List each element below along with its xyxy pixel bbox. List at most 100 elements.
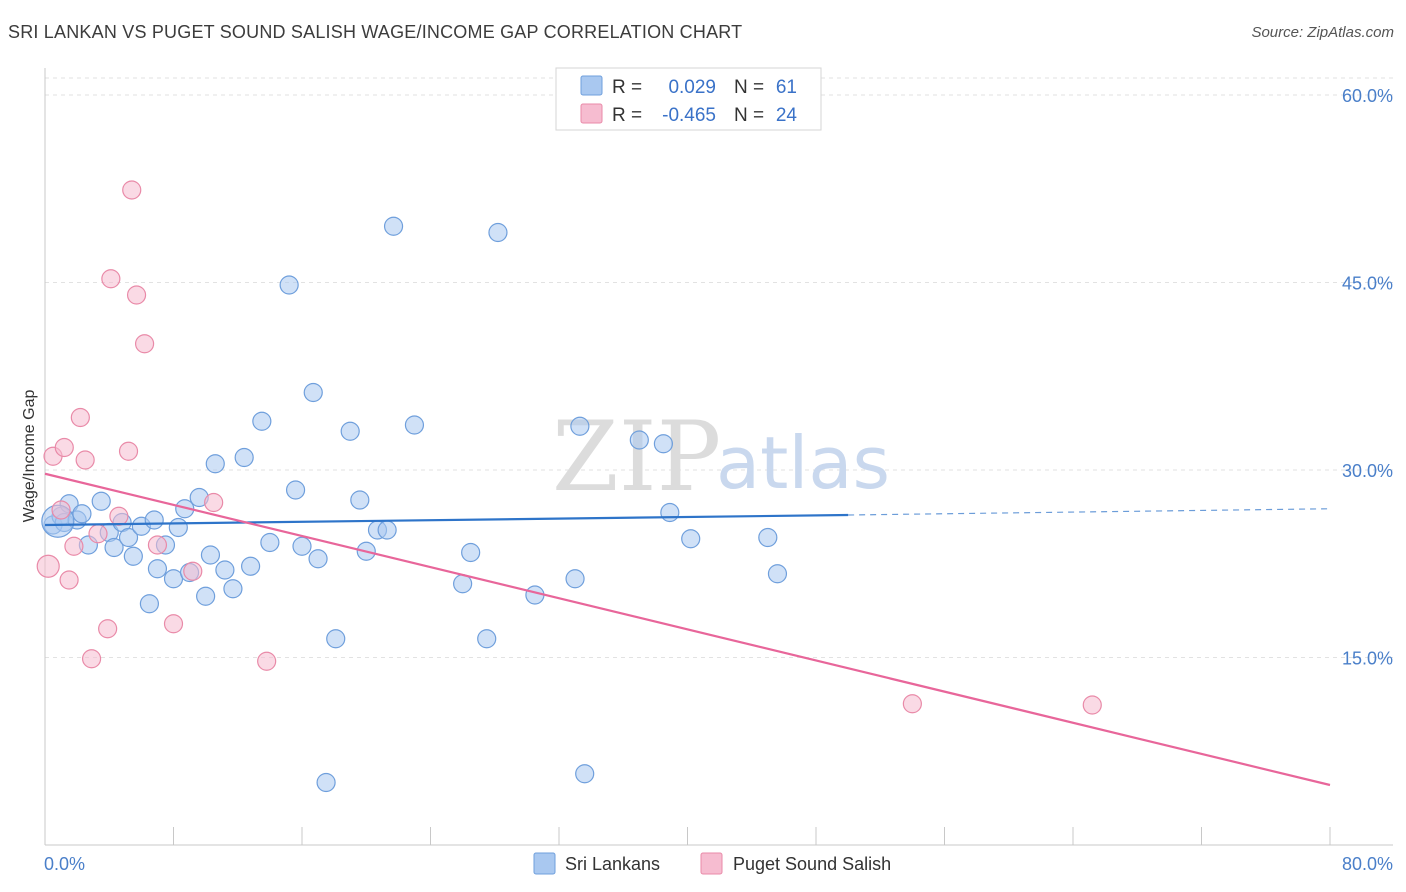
puget-sound-salish-point <box>126 285 147 305</box>
puget-sound-salish-point <box>1082 695 1102 715</box>
bottom-legend-label: Sri Lankans <box>565 854 660 874</box>
sri-lankans-point <box>767 564 788 584</box>
sri-lankans-point <box>758 527 778 548</box>
puget-sound-salish-point <box>122 180 142 200</box>
sri-lankans-point <box>91 491 111 511</box>
bottom-legend-swatch-sri-lankans <box>533 852 556 875</box>
legend-r-label: R = <box>612 105 642 126</box>
sri-lankans-trend-line <box>44 513 849 527</box>
legend-swatch-puget-sound-salish <box>580 103 603 124</box>
trend-lines <box>44 472 1331 787</box>
legend-swatch-sri-lankans <box>580 75 603 96</box>
sri-lankans-point <box>303 382 323 403</box>
sri-lankans-point <box>570 416 590 436</box>
sri-lankans-point <box>104 537 124 558</box>
sri-lankans-point <box>308 549 328 569</box>
data-points <box>36 180 1102 793</box>
puget-sound-salish-point <box>183 561 203 581</box>
sri-lankans-point <box>285 480 306 500</box>
sri-lankans-point <box>461 542 481 563</box>
sri-lankans-point <box>350 490 370 510</box>
puget-sound-salish-point <box>163 614 184 634</box>
sri-lankans-point <box>326 629 346 649</box>
bottom-legend-swatch-puget-sound-salish <box>700 852 723 875</box>
sri-lankans-point <box>147 559 168 579</box>
legend-n-label: N = <box>734 105 764 126</box>
sri-lankans-point <box>215 560 235 580</box>
y-tick-label: 15.0% <box>1342 649 1393 669</box>
sri-lankans-point <box>477 629 497 649</box>
puget-sound-salish-point <box>75 450 95 470</box>
sri-lankans-point <box>234 447 254 468</box>
puget-sound-salish-point <box>257 651 277 671</box>
sri-lankans-point <box>292 536 312 556</box>
watermark: ZIP atlas <box>552 401 890 513</box>
sri-lankans-point <box>205 454 225 474</box>
sri-lankans-point <box>260 532 280 553</box>
sri-lankans-point <box>118 527 139 548</box>
puget-sound-salish-point <box>88 524 108 544</box>
legend-r-value: 0.029 <box>668 77 716 98</box>
sri-lankans-point <box>340 421 360 441</box>
sri-lankans-point <box>168 517 188 538</box>
sri-lankans-point <box>223 579 243 599</box>
sri-lankans-point <box>377 520 397 540</box>
sri-lankans-point <box>279 275 299 295</box>
sri-lankans-point <box>241 556 261 576</box>
sri-lankans-point <box>681 529 701 549</box>
sri-lankans-point <box>163 569 184 589</box>
sri-lankans-trend-extension <box>848 508 1331 516</box>
sri-lankans-point <box>404 415 425 435</box>
sri-lankans-point <box>660 502 680 523</box>
legend-n-label: N = <box>734 77 764 98</box>
y-axis-label: Wage/Income Gap <box>21 390 38 523</box>
y-tick-label: 60.0% <box>1342 86 1393 106</box>
puget-sound-salish-point <box>902 694 922 714</box>
puget-sound-salish-point <box>101 269 121 289</box>
bottom-legend-label: Puget Sound Salish <box>733 854 891 874</box>
x-tick-label: 0.0% <box>44 854 85 874</box>
sri-lankans-point <box>72 504 92 524</box>
source-credit: Source: ZipAtlas.com <box>1251 24 1394 41</box>
sri-lankans-point <box>383 216 404 236</box>
legend-n-value: 61 <box>776 77 797 98</box>
puget-sound-salish-point <box>204 492 224 513</box>
x-tick-label: 80.0% <box>1342 854 1393 874</box>
y-tick-label: 45.0% <box>1342 274 1393 294</box>
sri-lankans-point <box>316 772 336 793</box>
sri-lankans-point <box>196 586 216 606</box>
sri-lankans-point <box>252 411 272 431</box>
bottom-legend: Sri Lankans Puget Sound Salish <box>533 852 891 875</box>
puget-sound-salish-point <box>109 506 129 526</box>
sri-lankans-point <box>200 545 221 565</box>
puget-sound-salish-point <box>118 441 139 461</box>
sri-lankans-point <box>488 222 508 243</box>
axis-ticks: 15.0% 30.0% 45.0% 60.0% 0.0% 80.0% <box>44 86 1393 874</box>
sri-lankans-point <box>653 434 674 454</box>
puget-sound-salish-trend-line <box>44 472 1331 787</box>
legend-r-label: R = <box>612 77 642 98</box>
y-tick-label: 30.0% <box>1342 461 1393 481</box>
sri-lankans-point <box>123 546 143 566</box>
puget-sound-salish-point <box>54 437 74 458</box>
legend-r-value: -0.465 <box>662 105 716 126</box>
puget-sound-salish-point <box>36 554 60 578</box>
legend-n-value: 24 <box>776 105 798 126</box>
puget-sound-salish-point <box>81 649 102 669</box>
sri-lankans-point <box>565 569 585 589</box>
puget-sound-salish-point <box>64 536 84 556</box>
watermark-atlas: atlas <box>716 421 890 505</box>
chart-title: SRI LANKAN VS PUGET SOUND SALISH WAGE/IN… <box>8 22 743 42</box>
sri-lankans-point <box>139 594 160 614</box>
puget-sound-salish-point <box>51 500 71 520</box>
puget-sound-salish-point <box>98 619 118 639</box>
sri-lankans-point <box>629 430 649 450</box>
puget-sound-salish-point <box>59 570 79 590</box>
legend: R = 0.029 N = 61 R = -0.465 N = 24 <box>555 67 822 131</box>
puget-sound-salish-point <box>70 407 90 428</box>
sri-lankans-point <box>575 764 595 784</box>
puget-sound-salish-point <box>134 334 155 354</box>
sri-lankans-point <box>144 510 164 530</box>
puget-sound-salish-point <box>147 535 168 555</box>
